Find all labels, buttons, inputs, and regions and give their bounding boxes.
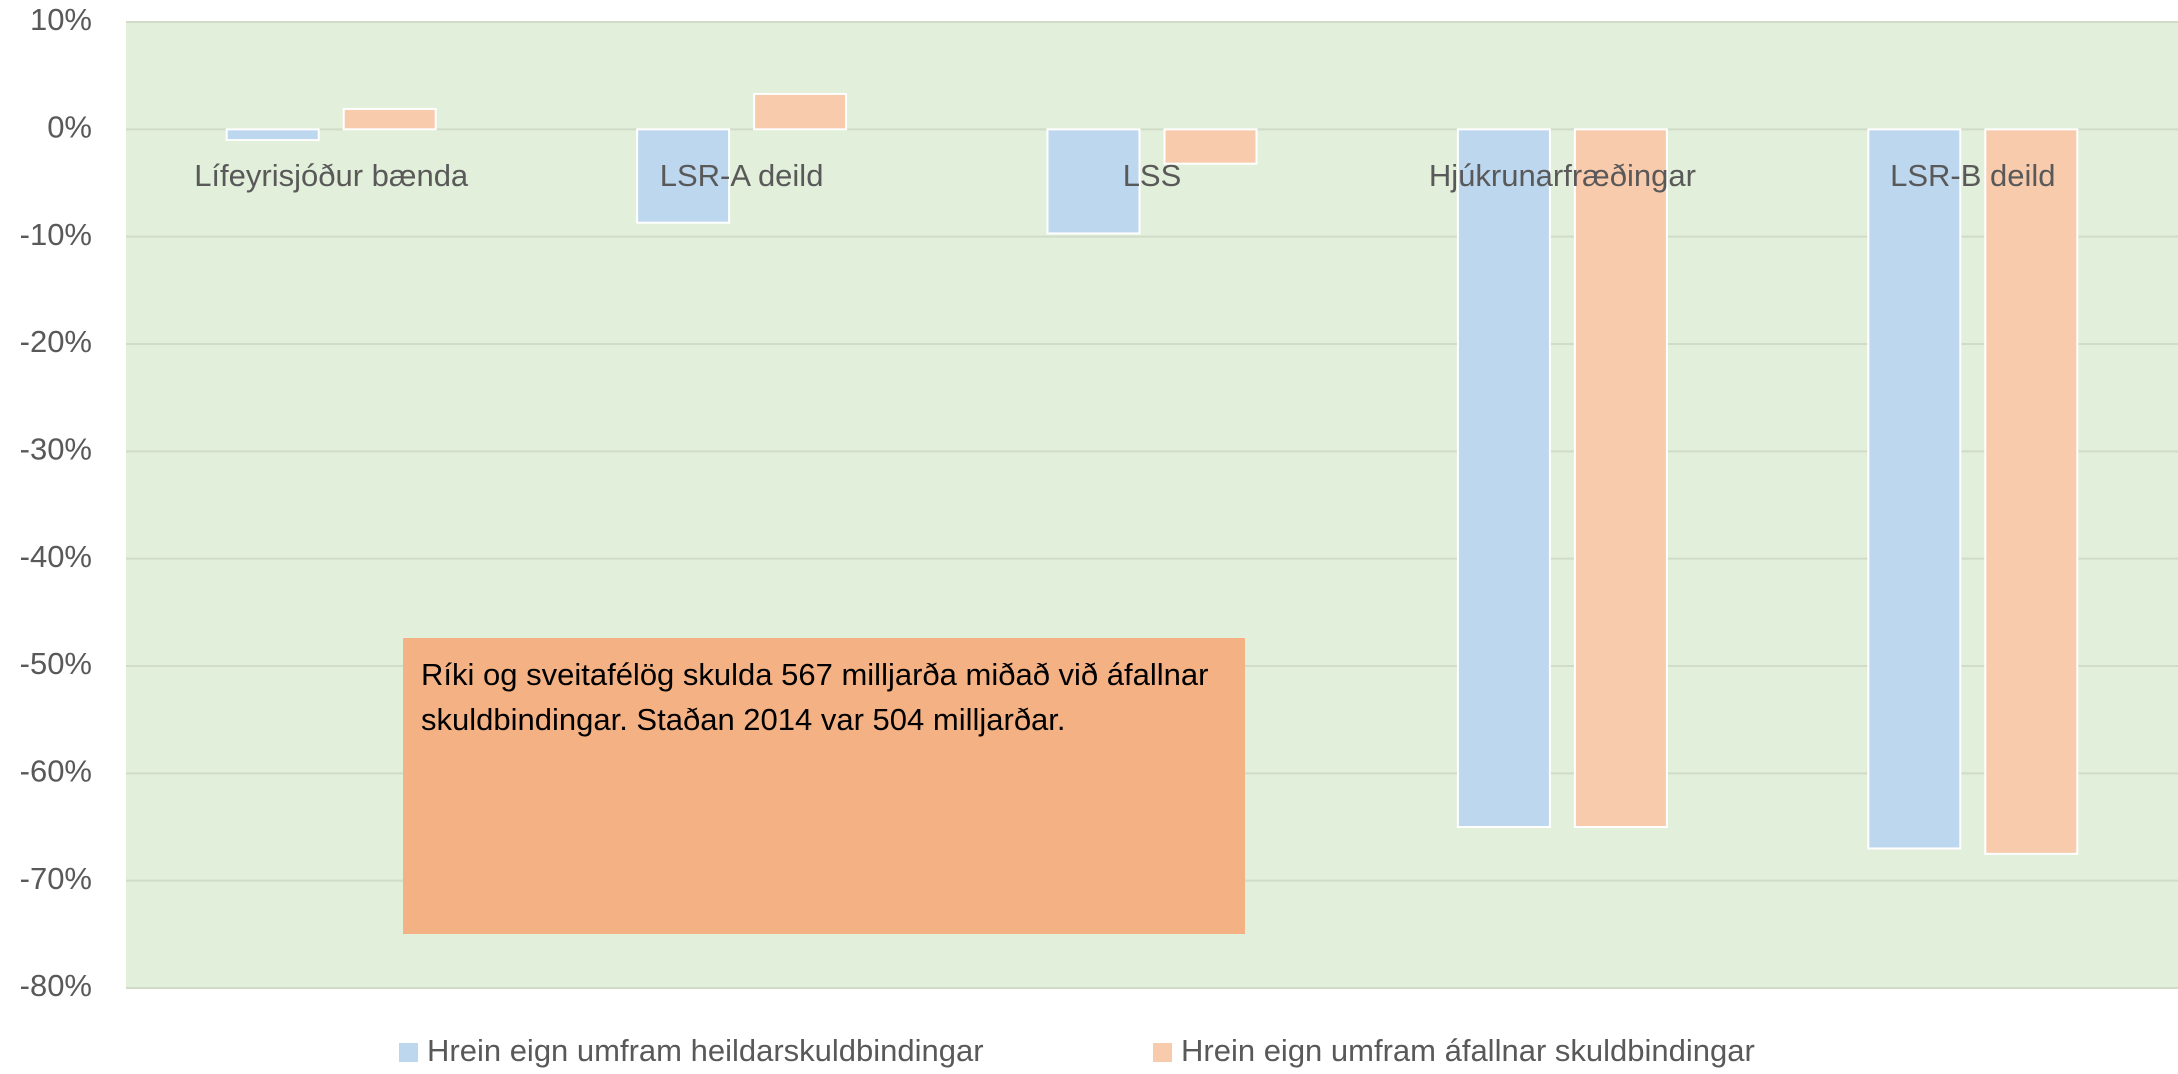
bar [636,128,731,224]
legend-swatch [399,1043,418,1062]
y-tick-label: -20% [20,324,92,359]
annotation: Ríki og sveitafélög skulda 567 milljarða… [421,657,1209,737]
bar [225,128,320,142]
bar [1573,128,1668,829]
y-tick-label: -60% [20,754,92,789]
bar [1456,128,1551,829]
y-tick-label: -10% [20,217,92,252]
bar [753,92,848,131]
category-label: LSR-B deild [1890,158,2055,193]
legend-label: Hrein eign umfram áfallnar skuldbindinga… [1181,1033,1755,1068]
bar [1163,128,1258,165]
bar [1046,128,1141,235]
y-tick-label: -50% [20,646,92,681]
y-tick-label: -40% [20,539,92,574]
bar [342,107,437,131]
category-label: Hjúkrunarfræðingar [1429,158,1696,193]
y-tick-label: 0% [47,110,92,145]
legend-label: Hrein eign umfram heildarskuldbindingar [427,1033,984,1068]
bar [1867,128,1962,850]
y-tick-label: -70% [20,861,92,896]
annotation-box: Ríki og sveitafélög skulda 567 milljarða… [403,638,1245,934]
category-label: LSR-A deild [660,158,824,193]
y-tick-label: -80% [20,968,92,1003]
bar [1984,128,2079,855]
category-label: Lífeyrisjóður bænda [194,158,469,193]
y-tick-label: 10% [30,2,92,37]
y-tick-label: -30% [20,432,92,467]
category-label: LSS [1123,158,1182,193]
legend-swatch [1153,1043,1172,1062]
